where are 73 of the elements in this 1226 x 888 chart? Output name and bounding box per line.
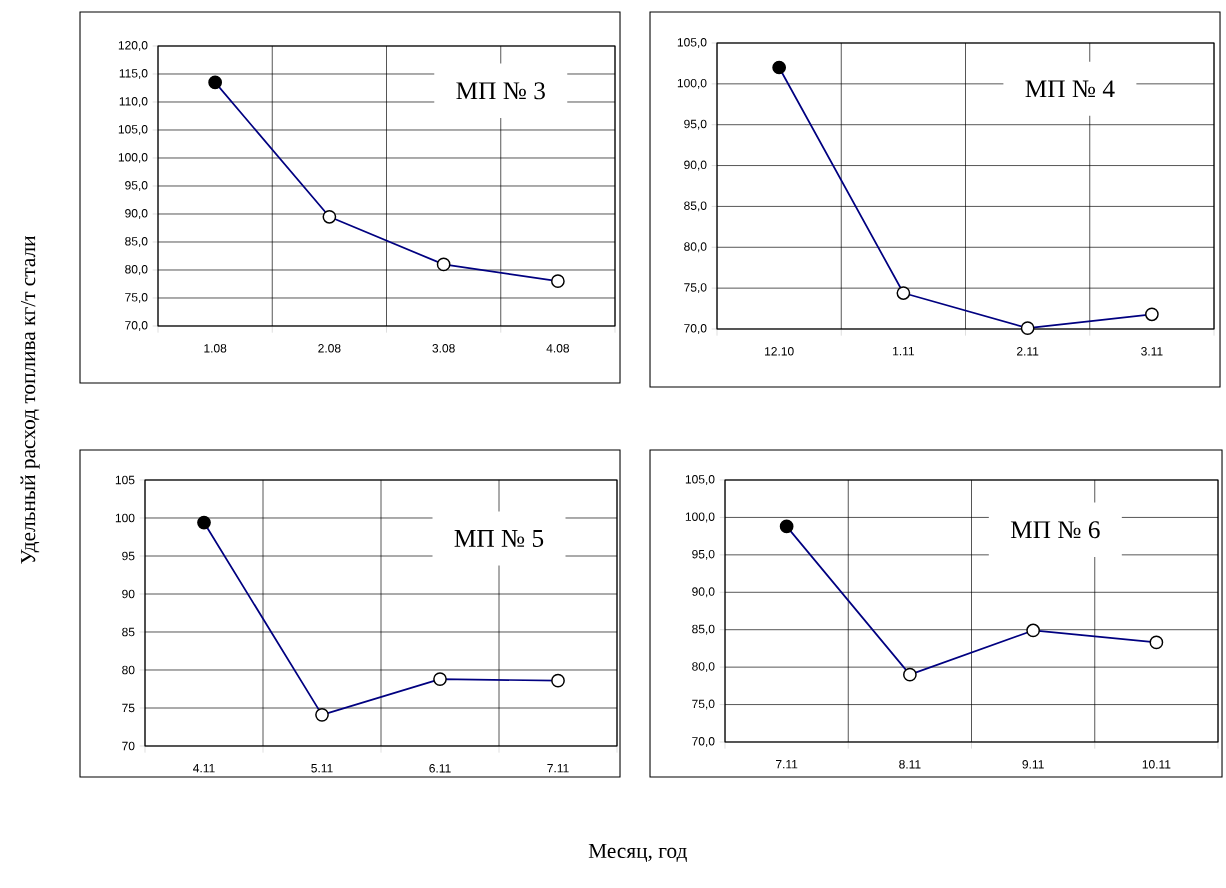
- point: [779, 519, 794, 534]
- x-tick-label: 3.08: [432, 344, 455, 353]
- y-tick-label: 95,0: [692, 549, 715, 560]
- x-tick-label: 2.08: [318, 344, 341, 353]
- y-tick-label: 80,0: [684, 242, 707, 253]
- y-tick-label: 80,0: [125, 265, 148, 275]
- x-tick-label: 4.11: [193, 764, 215, 773]
- point: [896, 286, 911, 300]
- y-tick-label: 80: [122, 665, 135, 675]
- y-tick-label: 90,0: [692, 587, 715, 598]
- point: [1145, 307, 1159, 322]
- point: [1026, 623, 1041, 638]
- y-tick-label: 105: [115, 475, 135, 485]
- y-tick-label: 105,0: [685, 475, 715, 485]
- y-tick-label: 95,0: [684, 119, 707, 130]
- x-tick-label: 10.11: [1142, 760, 1171, 769]
- text: МП № 6: [1010, 521, 1100, 539]
- y-tick-label: 80,0: [692, 662, 715, 673]
- text: МП № 5: [454, 530, 544, 547]
- x-tick-label: 3.11: [1141, 347, 1163, 356]
- y-tick-label: 95: [122, 551, 135, 561]
- y-tick-label: 90,0: [684, 160, 707, 171]
- point: [315, 707, 329, 722]
- y-tick-label: 110,0: [119, 97, 148, 107]
- y-tick-label: 85,0: [692, 624, 715, 635]
- point: [197, 515, 211, 530]
- y-tick-label: 115,0: [119, 69, 148, 79]
- x-tick-label: 1.11: [893, 347, 915, 356]
- y-tick-label: 70: [122, 741, 135, 751]
- x-tick-label: 7.11: [547, 764, 569, 773]
- point: [903, 667, 917, 682]
- y-tick-label: 70,0: [692, 737, 715, 747]
- point: [551, 673, 565, 688]
- y-tick-label: 85: [122, 627, 135, 637]
- y-tick-label: 85,0: [684, 201, 707, 212]
- text: МП № 3: [456, 82, 545, 100]
- point: [436, 257, 451, 272]
- x-tick-label: 7.11: [776, 760, 798, 769]
- y-tick-label: 70,0: [684, 324, 707, 334]
- x-tick-label: 12.10: [765, 347, 794, 356]
- y-tick-label: 70,0: [125, 321, 148, 331]
- y-tick-label: 75: [122, 703, 135, 713]
- y-axis-title: Удельный расход топлива кг/т стали: [20, 235, 40, 564]
- point: [208, 75, 222, 90]
- y-tick-label: 100,0: [118, 153, 148, 163]
- y-tick-label: 100,0: [677, 78, 707, 89]
- point: [433, 672, 447, 686]
- y-tick-label: 75,0: [125, 293, 148, 303]
- point: [322, 209, 337, 224]
- text: МП № 4: [1025, 80, 1115, 98]
- y-tick-label: 105,0: [677, 38, 707, 48]
- x-tick-label: 9.11: [1022, 760, 1044, 769]
- point: [551, 274, 565, 289]
- x-tick-label: 2.11: [1017, 347, 1039, 356]
- x-tick-label: 8.11: [899, 760, 921, 769]
- x-tick-label: 4.08: [546, 344, 570, 353]
- y-tick-label: 85,0: [125, 237, 148, 247]
- x-tick-label: 1.08: [204, 344, 227, 353]
- x-axis-title: Месяц, год: [588, 843, 687, 862]
- point: [1149, 635, 1164, 650]
- point: [1020, 321, 1035, 336]
- y-tick-label: 100,0: [685, 512, 715, 523]
- x-tick-label: 5.11: [311, 764, 333, 773]
- point: [772, 60, 787, 75]
- y-tick-label: 75,0: [684, 283, 707, 294]
- y-tick-label: 120,0: [118, 41, 148, 51]
- y-tick-label: 105,0: [118, 125, 148, 135]
- y-tick-label: 75,0: [692, 699, 715, 710]
- y-tick-label: 90: [122, 589, 135, 599]
- y-tick-label: 95,0: [125, 181, 148, 191]
- x-tick-label: 6.11: [429, 764, 451, 773]
- y-tick-label: 100: [115, 513, 135, 523]
- y-tick-label: 90,0: [125, 209, 148, 219]
